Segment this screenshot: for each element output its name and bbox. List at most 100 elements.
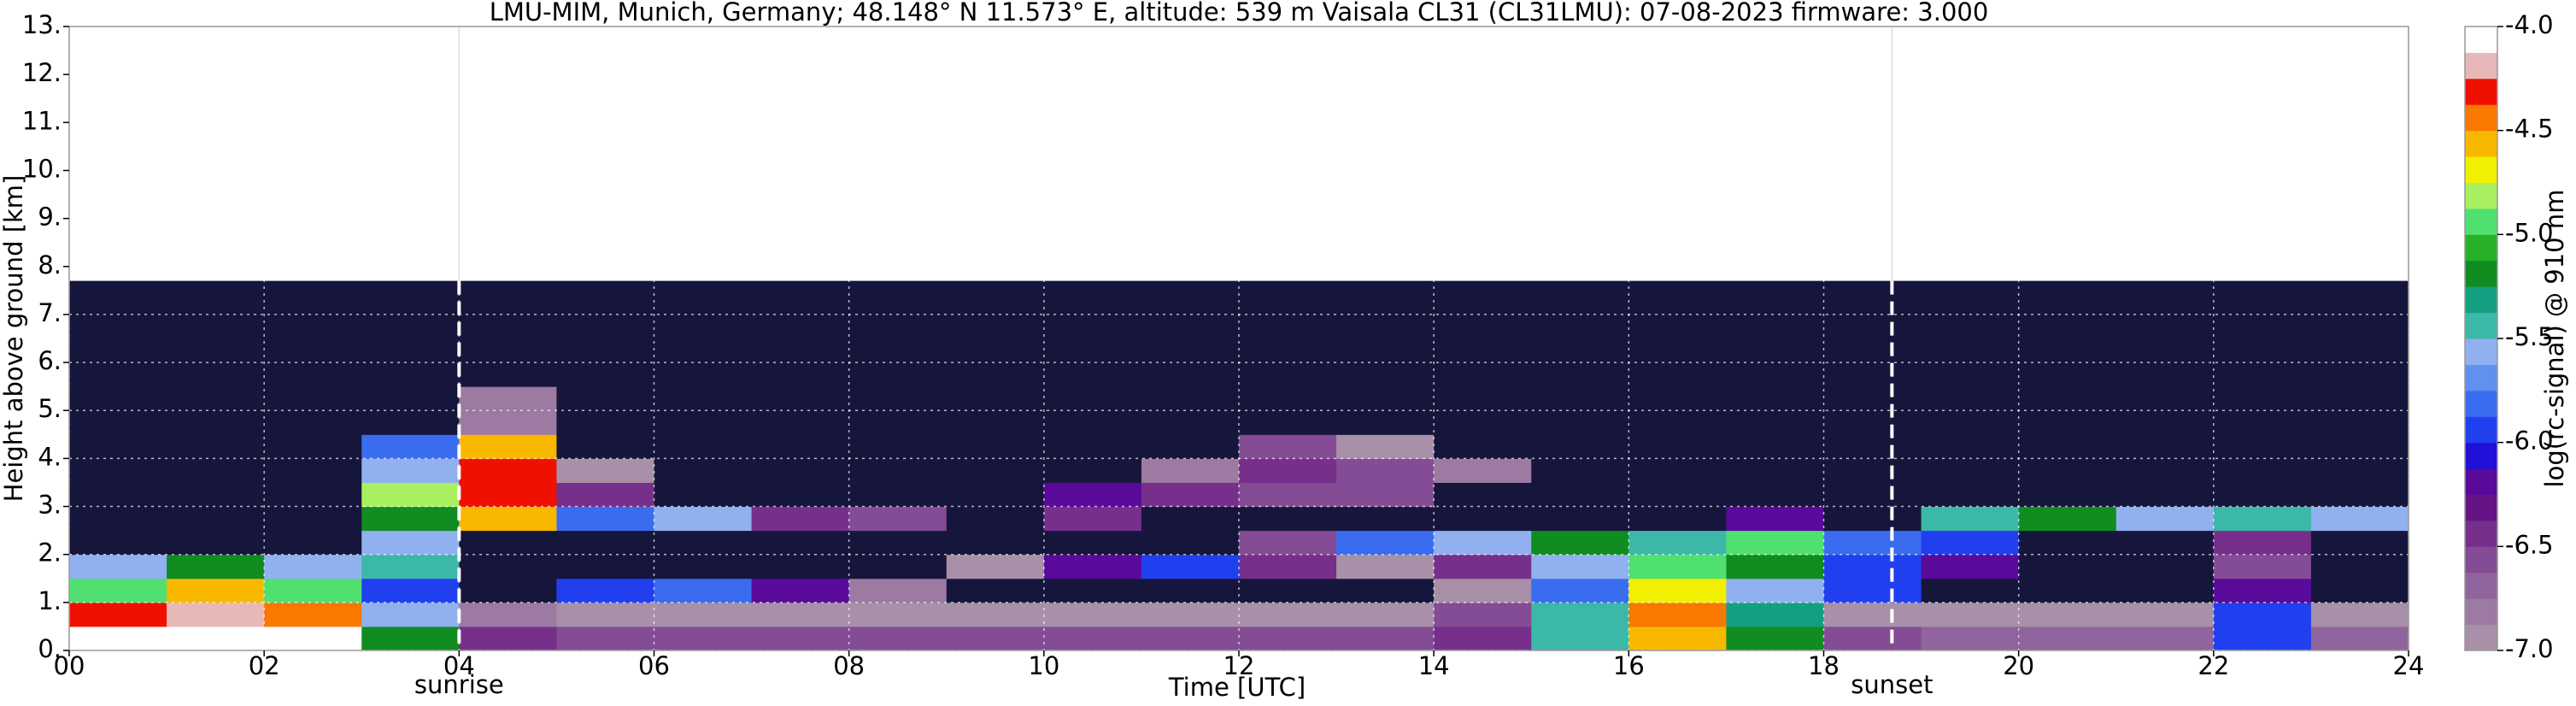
heatmap-cell — [2018, 626, 2117, 651]
heatmap-cell — [2213, 530, 2312, 556]
heatmap-cell — [1921, 530, 2020, 556]
heatmap-cell — [2310, 626, 2409, 651]
heatmap-cell — [2213, 554, 2312, 580]
heatmap-cell — [2310, 602, 2409, 627]
heatmap-cell — [2115, 578, 2215, 603]
x-tick-label: 12 — [1223, 651, 1255, 680]
heatmap-cell — [1628, 602, 1727, 627]
heatmap-cell — [946, 280, 1045, 387]
colorbar-tick-label: -5.5 — [2505, 322, 2554, 351]
chart-title: LMU-MIM, Munich, Germany; 48.148° N 11.5… — [490, 0, 1989, 26]
heatmap-cell — [1434, 554, 1532, 580]
heatmap-cell — [751, 626, 850, 651]
heatmap-cell — [751, 280, 850, 387]
heatmap-cell — [1434, 386, 1532, 435]
heatmap-cell — [654, 458, 753, 483]
heatmap-cell — [1823, 506, 1922, 532]
heatmap-cell — [654, 602, 753, 627]
heatmap-cell — [1141, 626, 1240, 651]
heatmap-cell — [1043, 386, 1142, 435]
heatmap-cell — [1628, 506, 1727, 532]
heatmap-cell — [1239, 458, 1337, 483]
heatmap-cell — [361, 554, 460, 580]
heatmap-cell — [69, 530, 167, 556]
heatmap-cell — [1043, 602, 1142, 627]
heatmap-cell — [1336, 280, 1435, 387]
heatmap-cell — [1043, 434, 1142, 459]
heatmap-cell — [1628, 280, 1727, 387]
colorbar-segment — [2465, 364, 2497, 391]
y-tick-label: 0. — [38, 634, 62, 663]
heatmap-cell — [654, 578, 753, 603]
x-tick-label: 10 — [1028, 651, 1059, 680]
heatmap-cell — [2310, 578, 2409, 603]
heatmap-cell — [1141, 554, 1240, 580]
heatmap-cell — [167, 602, 265, 627]
heatmap-cell — [2115, 626, 2215, 651]
heatmap-cell — [2115, 482, 2215, 508]
heatmap-cell — [1921, 482, 2020, 508]
heatmap-cell — [69, 458, 167, 483]
heatmap-cell — [1921, 626, 2020, 651]
heatmap-cell — [946, 434, 1045, 459]
colorbar-segment — [2465, 624, 2497, 651]
heatmap-cell — [751, 434, 850, 459]
y-tick-label: 6. — [38, 346, 62, 375]
heatmap-cell — [2018, 280, 2117, 387]
heatmap-cell — [1921, 554, 2020, 580]
y-tick-label: 3. — [38, 491, 62, 520]
heatmap-cell — [167, 554, 265, 580]
heatmap-cell — [1141, 530, 1240, 556]
heatmap-cell — [361, 280, 460, 387]
heatmap-cell — [1434, 482, 1532, 508]
heatmap-cell — [459, 434, 557, 459]
heatmap-cell — [167, 626, 265, 651]
heatmap-cell — [1336, 626, 1435, 651]
x-tick-label: 14 — [1418, 651, 1450, 680]
x-tick-label: 16 — [1613, 651, 1645, 680]
heatmap-cell — [848, 434, 948, 459]
colorbar-segment — [2465, 468, 2497, 495]
heatmap-cell — [1336, 458, 1435, 483]
heatmap-cell — [1239, 578, 1337, 603]
colorbar-segment — [2465, 572, 2497, 599]
heatmap-cell — [2213, 482, 2312, 508]
heatmap-cell — [848, 482, 948, 508]
heatmap-cell — [2310, 554, 2409, 580]
heatmap-cell — [361, 458, 460, 483]
colorbar-segment — [2465, 26, 2497, 53]
heatmap-cell — [1239, 434, 1337, 459]
heatmap-cell — [1921, 578, 2020, 603]
colorbar-segment — [2465, 442, 2497, 469]
heatmap-cell — [1141, 578, 1240, 603]
heatmap-cell — [459, 554, 557, 580]
heatmap-cell — [167, 458, 265, 483]
heatmap-cell — [1043, 626, 1142, 651]
heatmap-cell — [1921, 602, 2020, 627]
y-axis-label: Height above ground [km] — [0, 175, 28, 503]
heatmap-cell — [556, 602, 654, 627]
heatmap-cell — [459, 626, 557, 651]
heatmap-cell — [1043, 506, 1142, 532]
heatmap-cell — [2115, 386, 2215, 435]
heatmap-cell — [1239, 280, 1337, 387]
heatmap-cell — [556, 626, 654, 651]
y-tick-label: 4. — [38, 442, 62, 471]
colorbar-label: log(rc-signal) @ 910 nm — [2540, 190, 2569, 488]
heatmap-cell — [1823, 434, 1922, 459]
heatmap-cell — [361, 626, 460, 651]
heatmap-cell — [1434, 458, 1532, 483]
heatmap-cell — [1043, 578, 1142, 603]
heatmap-cell — [556, 530, 654, 556]
heatmap-cell — [1336, 386, 1435, 435]
x-tick-label: 20 — [2003, 651, 2034, 680]
heatmap-cell — [654, 530, 753, 556]
heatmap-cell — [1628, 554, 1727, 580]
heatmap-cell — [1239, 482, 1337, 508]
heatmap-cell — [654, 626, 753, 651]
heatmap-cell — [1336, 434, 1435, 459]
heatmap-cell — [1043, 482, 1142, 508]
heatmap-cell — [848, 602, 948, 627]
heatmap-cell — [1141, 482, 1240, 508]
